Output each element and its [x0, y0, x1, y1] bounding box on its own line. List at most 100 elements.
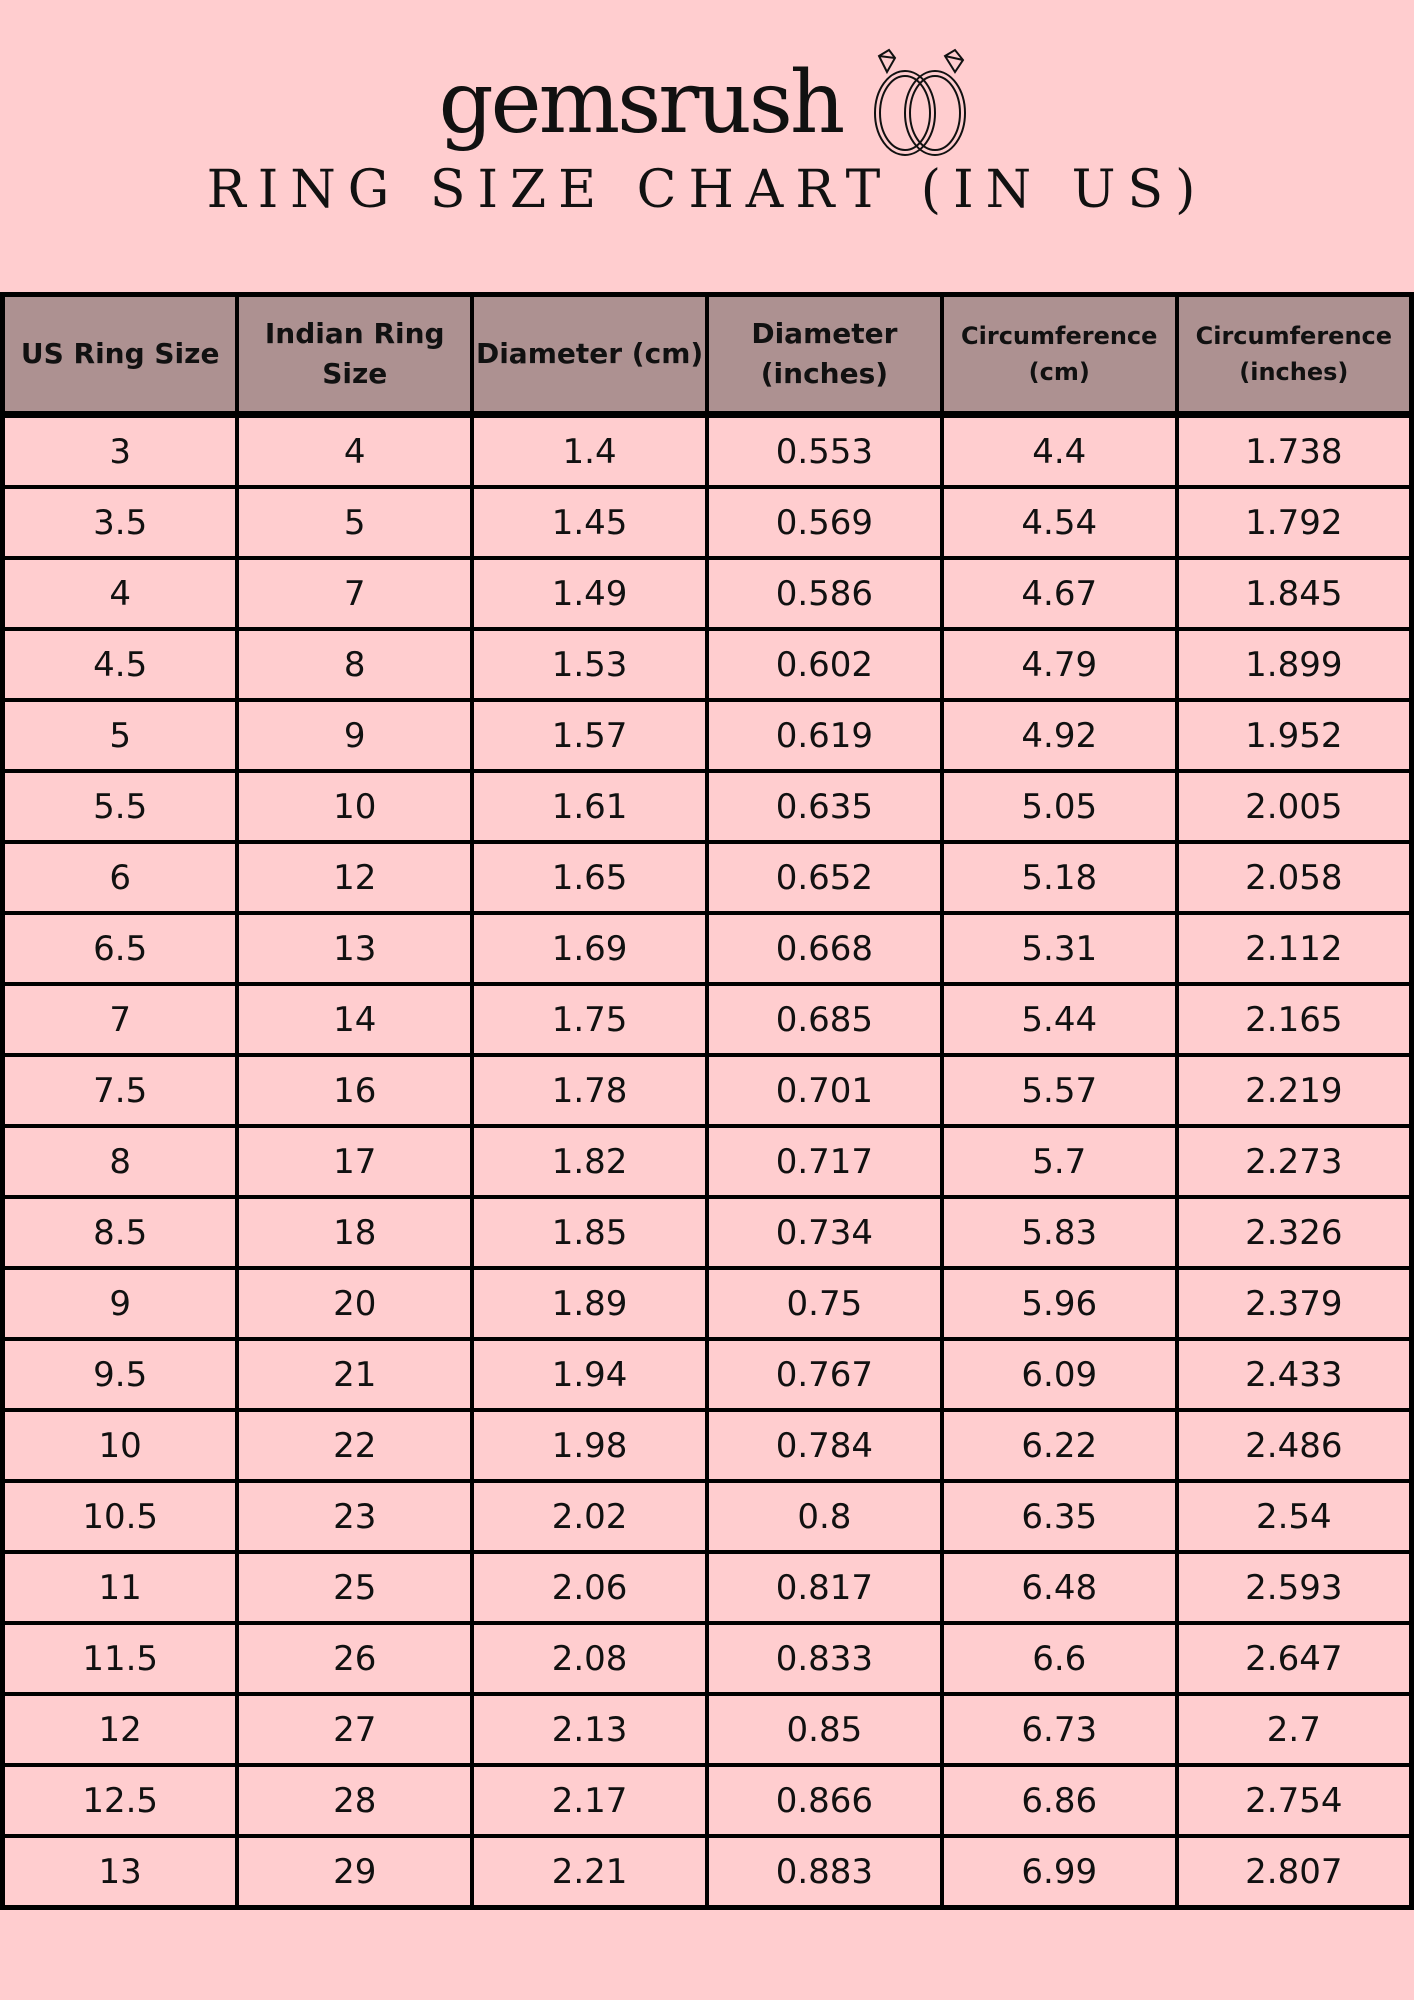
table-row: 13 29 2.21 0.883 6.99 2.807	[0, 1834, 1414, 1910]
table-cell: 2.005	[1174, 769, 1414, 844]
table-cell: 26	[235, 1621, 475, 1696]
table-cell: 0.883	[704, 1834, 944, 1910]
table-cell: 3.5	[0, 485, 240, 560]
table-row: 3.5 5 1.45 0.569 4.54 1.792	[0, 485, 1414, 560]
table-cell: 10	[235, 769, 475, 844]
table-cell: 2.17	[470, 1763, 709, 1838]
table-cell: 6.48	[939, 1550, 1179, 1625]
table-cell: 9	[0, 1266, 240, 1341]
table-cell: 10	[0, 1408, 240, 1483]
table-cell: 7.5	[0, 1053, 240, 1128]
table-cell: 4.5	[0, 627, 240, 702]
table-cell: 0.8	[704, 1479, 944, 1554]
table-cell: 5.5	[0, 769, 240, 844]
table-cell: 2.593	[1174, 1550, 1414, 1625]
table-cell: 0.701	[704, 1053, 944, 1128]
table-cell: 4	[235, 412, 475, 489]
table-cell: 2.754	[1174, 1763, 1414, 1838]
table-row: 7 14 1.75 0.685 5.44 2.165	[0, 982, 1414, 1057]
table-cell: 2.02	[470, 1479, 709, 1554]
table-cell: 1.49	[470, 556, 709, 631]
table-cell: 29	[235, 1834, 475, 1910]
table-cell: 4.92	[939, 698, 1179, 773]
table-cell: 2.08	[470, 1621, 709, 1696]
table-cell: 0.635	[704, 769, 944, 844]
table-cell: 1.61	[470, 769, 709, 844]
table-cell: 0.734	[704, 1195, 944, 1270]
table-cell: 21	[235, 1337, 475, 1412]
table-cell: 5.57	[939, 1053, 1179, 1128]
table-cell: 2.13	[470, 1692, 709, 1767]
table-cell: 3	[0, 412, 240, 489]
table-cell: 27	[235, 1692, 475, 1767]
table-row: 12.5 28 2.17 0.866 6.86 2.754	[0, 1763, 1414, 1838]
table-cell: 2.21	[470, 1834, 709, 1910]
table-cell: 1.89	[470, 1266, 709, 1341]
table-row: 6 12 1.65 0.652 5.18 2.058	[0, 840, 1414, 915]
table-row: 10 22 1.98 0.784 6.22 2.486	[0, 1408, 1414, 1483]
table-cell: 1.792	[1174, 485, 1414, 560]
table-cell: 1.53	[470, 627, 709, 702]
table-cell: 4	[0, 556, 240, 631]
table-cell: 6.6	[939, 1621, 1179, 1696]
table-cell: 8.5	[0, 1195, 240, 1270]
table-cell: 9	[235, 698, 475, 773]
table-cell: 11	[0, 1550, 240, 1625]
table-cell: 0.569	[704, 485, 944, 560]
table-row: 11.5 26 2.08 0.833 6.6 2.647	[0, 1621, 1414, 1696]
table-cell: 2.647	[1174, 1621, 1414, 1696]
table-cell: 6.22	[939, 1408, 1179, 1483]
table-cell: 10.5	[0, 1479, 240, 1554]
table-cell: 1.65	[470, 840, 709, 915]
table-row: 11 25 2.06 0.817 6.48 2.593	[0, 1550, 1414, 1625]
table-cell: 2.165	[1174, 982, 1414, 1057]
table-cell: 4.54	[939, 485, 1179, 560]
table-cell: 4.4	[939, 412, 1179, 489]
table-cell: 6.5	[0, 911, 240, 986]
table-cell: 1.845	[1174, 556, 1414, 631]
table-cell: 17	[235, 1124, 475, 1199]
table-cell: 0.619	[704, 698, 944, 773]
table-cell: 8	[0, 1124, 240, 1199]
ring-size-table: US Ring Size Indian Ring Size Diameter (cm…	[0, 292, 1414, 1910]
table-cell: 5	[0, 698, 240, 773]
table-cell: 16	[235, 1053, 475, 1128]
column-header: Circumference (inches)	[1174, 292, 1414, 417]
table-cell: 1.738	[1174, 412, 1414, 489]
table-cell: 6.73	[939, 1692, 1179, 1767]
column-header: US Ring Size	[0, 292, 240, 417]
table-cell: 2.06	[470, 1550, 709, 1625]
table-cell: 5.05	[939, 769, 1179, 844]
table-cell: 0.668	[704, 911, 944, 986]
table-cell: 5.7	[939, 1124, 1179, 1199]
table-row: 4 7 1.49 0.586 4.67 1.845	[0, 556, 1414, 631]
table-cell: 2.433	[1174, 1337, 1414, 1412]
table-cell: 6.35	[939, 1479, 1179, 1554]
table-cell: 1.98	[470, 1408, 709, 1483]
table-cell: 2.486	[1174, 1408, 1414, 1483]
table-cell: 0.833	[704, 1621, 944, 1696]
table-cell: 0.717	[704, 1124, 944, 1199]
table-header-row: US Ring Size Indian Ring Size Diameter (cm…	[0, 292, 1414, 417]
table-row: 3 4 1.4 0.553 4.4 1.738	[0, 412, 1414, 489]
column-header: Indian Ring Size	[235, 292, 475, 417]
table-cell: 20	[235, 1266, 475, 1341]
table-cell: 0.586	[704, 556, 944, 631]
table-row: 6.5 13 1.69 0.668 5.31 2.112	[0, 911, 1414, 986]
table-cell: 2.219	[1174, 1053, 1414, 1128]
table-cell: 5.44	[939, 982, 1179, 1057]
column-header: Circumference (cm)	[939, 292, 1179, 417]
column-header: Diameter (inches)	[704, 292, 944, 417]
table-cell: 1.85	[470, 1195, 709, 1270]
table-cell: 0.784	[704, 1408, 944, 1483]
table-cell: 5.18	[939, 840, 1179, 915]
rings-icon	[874, 48, 967, 156]
table-cell: 2.54	[1174, 1479, 1414, 1554]
table-cell: 1.57	[470, 698, 709, 773]
table-row: 10.5 23 2.02 0.8 6.35 2.54	[0, 1479, 1414, 1554]
table-cell: 14	[235, 982, 475, 1057]
table-cell: 2.112	[1174, 911, 1414, 986]
table-cell: 2.326	[1174, 1195, 1414, 1270]
table-cell: 9.5	[0, 1337, 240, 1412]
table-cell: 6.99	[939, 1834, 1179, 1910]
